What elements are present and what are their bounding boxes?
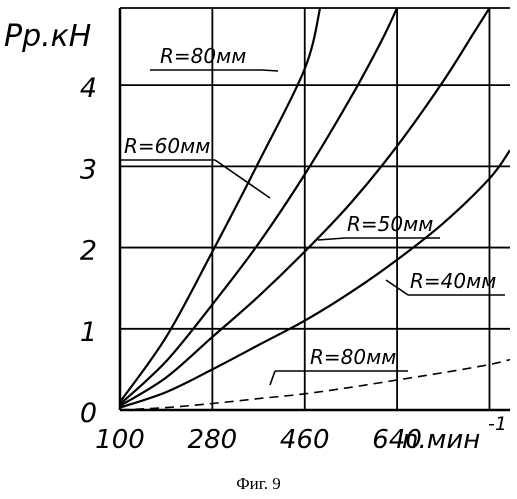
series-label: R=60мм [124,134,210,158]
figure-caption: Фиг. 9 [0,474,517,494]
y-tick-label: 1 [80,317,97,348]
y-tick-label: 3 [80,154,97,185]
y-axis-title: Pp.кН [4,19,91,54]
series-label: R=40мм [410,269,496,293]
label-leaders [120,70,505,385]
x-tick-label: 280 [188,425,238,455]
label-leader [262,70,278,71]
y-tick-label: 2 [80,236,97,267]
x-tick-label: 460 [280,425,330,455]
x-axis-unit-exponent: -1 [488,413,507,435]
series-label: R=80мм [310,345,396,369]
series-label: R=50мм [347,212,433,236]
x-tick-label: 100 [95,425,145,455]
x-axis-unit: n.мин [402,425,480,455]
label-leader [318,238,345,240]
y-tick-label: 4 [80,73,97,104]
chart: R=80ммR=60ммR=50ммR=40ммR=80мм0123410028… [0,0,517,470]
label-leader [270,371,275,385]
series-label: R=80мм [160,44,246,68]
